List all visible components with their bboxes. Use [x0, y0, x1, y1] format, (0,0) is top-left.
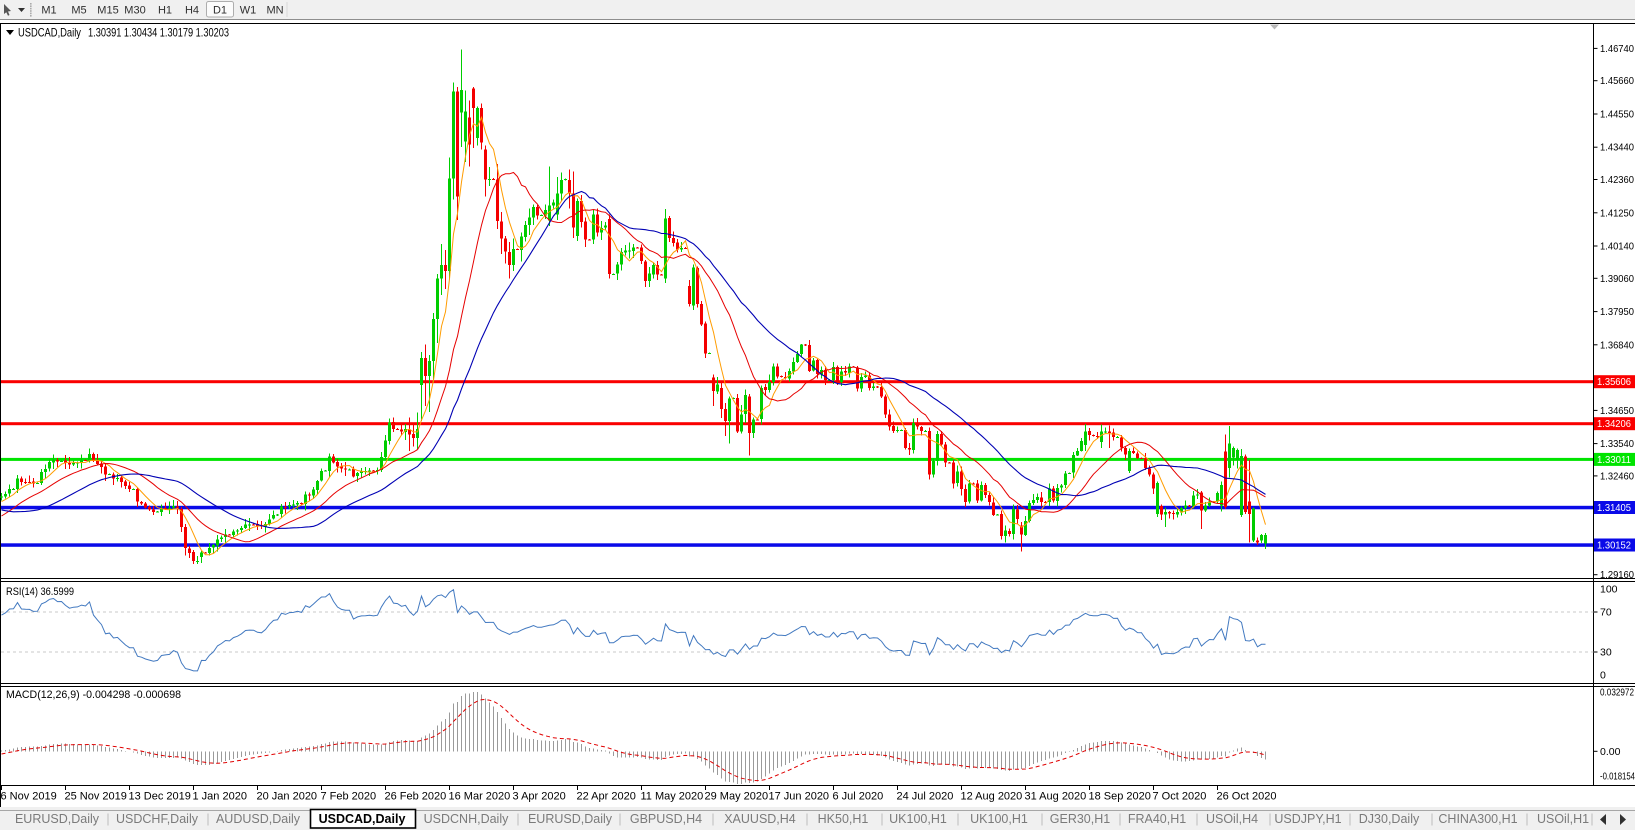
svg-text:W1: W1: [240, 5, 257, 17]
svg-text:0.00: 0.00: [1600, 746, 1621, 758]
svg-text:DJ30,Daily: DJ30,Daily: [1359, 812, 1420, 826]
svg-text:H1: H1: [158, 5, 172, 17]
svg-text:|: |: [106, 812, 109, 826]
svg-text:29 May 2020: 29 May 2020: [705, 791, 769, 803]
svg-text:|: |: [880, 812, 883, 826]
svg-text:24 Jul 2020: 24 Jul 2020: [897, 791, 954, 803]
svg-text:|: |: [206, 812, 209, 826]
svg-text:13 Dec 2019: 13 Dec 2019: [129, 791, 191, 803]
svg-text:6 Jul 2020: 6 Jul 2020: [833, 791, 884, 803]
svg-text:|: |: [1525, 812, 1528, 826]
svg-text:|: |: [516, 812, 519, 826]
svg-text:UK100,H1: UK100,H1: [970, 812, 1028, 826]
svg-text:3 Apr 2020: 3 Apr 2020: [513, 791, 566, 803]
svg-text:7 Feb 2020: 7 Feb 2020: [321, 791, 377, 803]
svg-text:26 Oct 2020: 26 Oct 2020: [1217, 791, 1277, 803]
svg-text:EURUSD,Daily: EURUSD,Daily: [528, 812, 613, 826]
svg-text:1.42360: 1.42360: [1600, 174, 1634, 186]
svg-text:USDCHF,Daily: USDCHF,Daily: [116, 812, 199, 826]
svg-text:7 Oct 2020: 7 Oct 2020: [1153, 791, 1207, 803]
svg-text:11 May 2020: 11 May 2020: [641, 791, 704, 803]
svg-text:6 Nov 2019: 6 Nov 2019: [1, 791, 57, 803]
svg-text:UK100,H1: UK100,H1: [889, 812, 947, 826]
svg-text:|: |: [1040, 812, 1043, 826]
svg-text:1.44550: 1.44550: [1600, 109, 1634, 121]
svg-text:|: |: [1118, 812, 1121, 826]
svg-text:|: |: [1348, 812, 1351, 826]
svg-text:1.39060: 1.39060: [1600, 273, 1634, 285]
svg-text:1 Jan 2020: 1 Jan 2020: [193, 791, 247, 803]
svg-text:M15: M15: [97, 5, 118, 17]
svg-text:MACD(12,26,9) -0.004298 -0.000: MACD(12,26,9) -0.004298 -0.000698: [6, 689, 181, 701]
svg-text:USOil,H1: USOil,H1: [1537, 812, 1589, 826]
svg-text:-0.018154: -0.018154: [1600, 771, 1635, 783]
svg-text:26 Feb 2020: 26 Feb 2020: [385, 791, 447, 803]
svg-text:17 Jun 2020: 17 Jun 2020: [769, 791, 830, 803]
svg-text:12 Aug 2020: 12 Aug 2020: [961, 791, 1023, 803]
svg-text:22 Apr 2020: 22 Apr 2020: [577, 791, 636, 803]
svg-text:20 Jan 2020: 20 Jan 2020: [257, 791, 318, 803]
svg-text:1.43440: 1.43440: [1600, 142, 1634, 154]
svg-text:RSI(14) 36.5999: RSI(14) 36.5999: [6, 586, 74, 598]
svg-text:31 Aug 2020: 31 Aug 2020: [1025, 791, 1087, 803]
svg-text:1.36840: 1.36840: [1600, 339, 1634, 351]
svg-text:|: |: [1195, 812, 1198, 826]
svg-text:|: |: [1268, 812, 1271, 826]
svg-text:1.37950: 1.37950: [1600, 306, 1634, 318]
svg-text:H4: H4: [185, 5, 199, 17]
svg-text:GER30,H1: GER30,H1: [1050, 812, 1110, 826]
svg-text:MN: MN: [266, 5, 283, 17]
svg-text:1.34206: 1.34206: [1597, 418, 1631, 430]
svg-text:USDCAD,Daily: USDCAD,Daily: [319, 812, 406, 826]
svg-text:|: |: [1430, 812, 1433, 826]
svg-text:1.30391 1.30434 1.30179 1.3020: 1.30391 1.30434 1.30179 1.30203: [88, 26, 229, 40]
svg-text:|: |: [956, 812, 959, 826]
svg-text:|: |: [1590, 812, 1593, 826]
svg-text:HK50,H1: HK50,H1: [818, 812, 869, 826]
svg-text:1.34650: 1.34650: [1600, 405, 1634, 417]
svg-text:1.29160: 1.29160: [1600, 569, 1634, 581]
svg-text:1.32460: 1.32460: [1600, 470, 1634, 482]
svg-text:30: 30: [1600, 647, 1612, 659]
svg-text:XAUUSD,H4: XAUUSD,H4: [724, 812, 796, 826]
svg-text:25 Nov 2019: 25 Nov 2019: [65, 791, 127, 803]
svg-text:1.35606: 1.35606: [1597, 376, 1631, 388]
svg-text:USDCAD,Daily: USDCAD,Daily: [18, 26, 81, 40]
svg-text:0: 0: [1600, 670, 1606, 682]
svg-text:FRA40,H1: FRA40,H1: [1128, 812, 1186, 826]
svg-text:USOil,H4: USOil,H4: [1206, 812, 1258, 826]
svg-text:M5: M5: [71, 5, 86, 17]
svg-text:|: |: [618, 812, 621, 826]
svg-text:18 Sep 2020: 18 Sep 2020: [1089, 791, 1151, 803]
svg-text:16 Mar 2020: 16 Mar 2020: [449, 791, 511, 803]
svg-text:1.41250: 1.41250: [1600, 207, 1634, 219]
svg-text:M1: M1: [41, 5, 56, 17]
svg-text:M30: M30: [124, 5, 145, 17]
svg-text:70: 70: [1600, 607, 1612, 619]
svg-text:1.40140: 1.40140: [1600, 241, 1634, 253]
svg-text:|: |: [711, 812, 714, 826]
svg-text:USDJPY,H1: USDJPY,H1: [1274, 812, 1341, 826]
svg-text:USDCNH,Daily: USDCNH,Daily: [424, 812, 509, 826]
svg-text:D1: D1: [213, 5, 227, 17]
svg-text:|: |: [805, 812, 808, 826]
svg-text:1.31405: 1.31405: [1597, 502, 1631, 514]
svg-text:CHINA300,H1: CHINA300,H1: [1438, 812, 1517, 826]
svg-text:1.46740: 1.46740: [1600, 43, 1634, 55]
svg-text:100: 100: [1600, 584, 1618, 596]
svg-text:0.032972: 0.032972: [1600, 687, 1634, 699]
svg-text:1.45660: 1.45660: [1600, 75, 1634, 87]
svg-text:AUDUSD,Daily: AUDUSD,Daily: [216, 812, 301, 826]
svg-text:1.33540: 1.33540: [1600, 438, 1634, 450]
svg-text:GBPUSD,H4: GBPUSD,H4: [630, 812, 702, 826]
svg-text:1.33011: 1.33011: [1597, 454, 1631, 466]
svg-text:EURUSD,Daily: EURUSD,Daily: [15, 812, 100, 826]
svg-text:1.30152: 1.30152: [1597, 540, 1631, 552]
